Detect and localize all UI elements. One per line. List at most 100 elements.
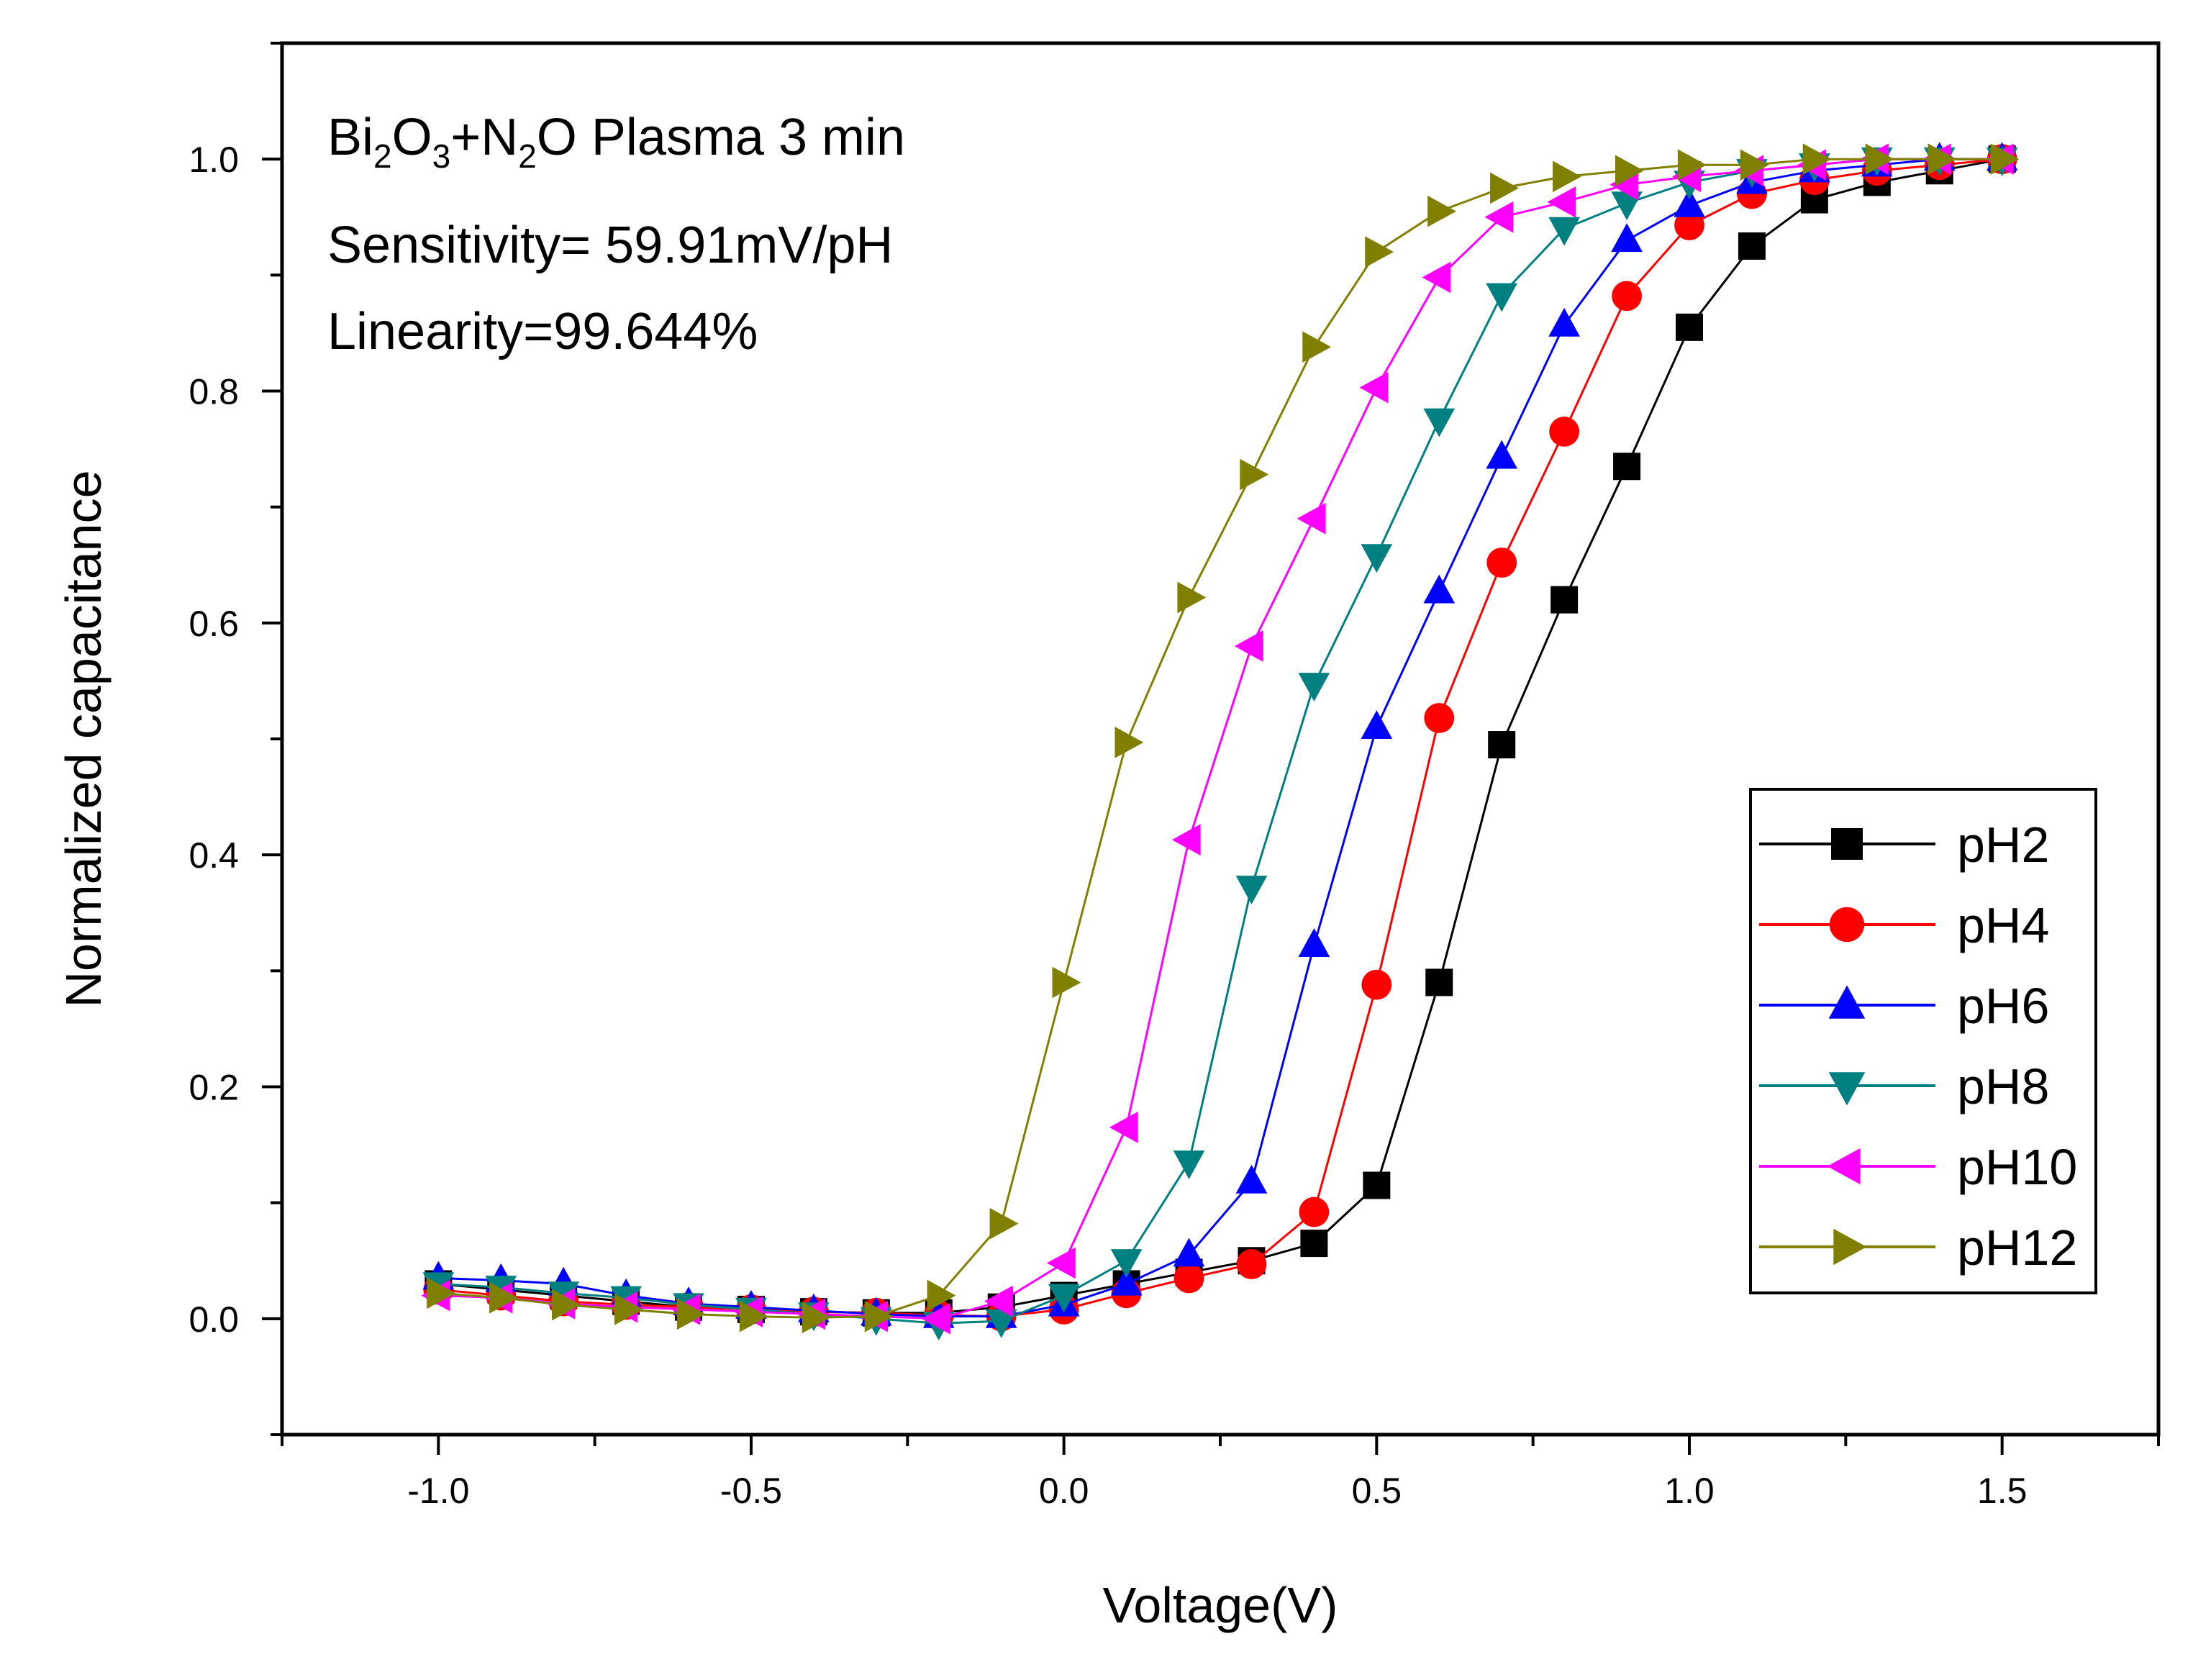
x-tick-label: 0.0 bbox=[1039, 1471, 1089, 1511]
data-point-pH8 bbox=[985, 1309, 1017, 1338]
data-point-pH12 bbox=[614, 1294, 643, 1325]
data-point-pH12 bbox=[1427, 195, 1457, 227]
legend-label-pH10: pH10 bbox=[1957, 1139, 2077, 1195]
x-tick-label: -1.0 bbox=[407, 1471, 469, 1511]
title-sub-2a: 2 bbox=[373, 137, 392, 175]
data-point-pH8 bbox=[1611, 191, 1643, 221]
data-point-pH12 bbox=[927, 1279, 956, 1312]
legend-marker-pH2 bbox=[1831, 828, 1863, 860]
y-tick-label: 0.8 bbox=[189, 372, 239, 412]
data-point-pH8 bbox=[1423, 408, 1456, 437]
data-point-pH12 bbox=[1177, 581, 1207, 614]
series-pH12 bbox=[427, 143, 2020, 1334]
data-point-pH6 bbox=[1611, 223, 1643, 253]
legend-marker-pH4 bbox=[1829, 907, 1865, 943]
x-axis-title: Voltage(V) bbox=[1103, 1577, 1338, 1633]
data-point-pH8 bbox=[1173, 1150, 1205, 1180]
data-point-pH10 bbox=[1171, 824, 1201, 856]
data-point-pH2 bbox=[1300, 1230, 1328, 1258]
data-point-pH4 bbox=[1361, 969, 1392, 1000]
data-point-pH6 bbox=[1110, 1266, 1143, 1296]
data-point-pH12 bbox=[1052, 966, 1081, 999]
data-point-pH12 bbox=[1802, 143, 1832, 176]
y-tick-label: 0.6 bbox=[189, 604, 239, 644]
annotation-sensitivity: Sensitivity= 59.91mV/pH bbox=[327, 217, 893, 274]
data-point-pH8 bbox=[1048, 1284, 1080, 1313]
legend-label-pH4: pH4 bbox=[1957, 897, 2049, 953]
legend-label-pH8: pH8 bbox=[1957, 1058, 2049, 1114]
x-tick-label: 1.0 bbox=[1664, 1471, 1715, 1511]
legend-box bbox=[1749, 788, 2097, 1294]
data-point-pH4 bbox=[1612, 281, 1642, 312]
title-part-n: +N bbox=[450, 109, 518, 166]
data-point-pH10 bbox=[1547, 186, 1576, 218]
data-point-pH12 bbox=[1302, 331, 1332, 363]
data-point-pH4 bbox=[1299, 1197, 1330, 1227]
x-tick-label: 0.5 bbox=[1352, 1471, 1402, 1511]
legend-label-pH12: pH12 bbox=[1957, 1220, 2077, 1276]
legend-marker-pH10 bbox=[1827, 1148, 1861, 1185]
legend: pH2 pH4 pH6 pH8 pH10 pH12 bbox=[1749, 788, 2097, 1294]
data-point-pH10 bbox=[1234, 630, 1263, 662]
data-point-pH2 bbox=[1676, 313, 1703, 341]
title-part-rest: O Plasma 3 min bbox=[537, 109, 905, 166]
x-tick-label: 1.5 bbox=[1977, 1471, 2028, 1511]
y-tick-label: 0.4 bbox=[189, 835, 239, 876]
y-tick-label: 1.0 bbox=[189, 140, 239, 180]
data-point-pH10 bbox=[1484, 201, 1514, 233]
data-point-pH12 bbox=[552, 1289, 581, 1321]
data-point-pH12 bbox=[989, 1207, 1019, 1240]
legend-marker-pH6 bbox=[1828, 985, 1866, 1019]
data-point-pH12 bbox=[1365, 236, 1394, 268]
data-point-pH12 bbox=[1552, 160, 1581, 193]
ticks: -1.0 -0.5 0.0 0.5 1.0 1.5 0.0 0.2 0.4 0.6 0.8 1.0 bbox=[189, 42, 2160, 1511]
title-part-bi: Bi bbox=[327, 109, 373, 166]
data-point-pH4 bbox=[1173, 1263, 1204, 1294]
data-point-pH8 bbox=[1486, 283, 1518, 312]
data-point-pH2 bbox=[1488, 731, 1516, 759]
data-point-pH12 bbox=[1865, 143, 1894, 176]
data-point-pH10 bbox=[1109, 1112, 1138, 1143]
data-point-pH2 bbox=[1363, 1171, 1391, 1199]
data-point-pH8 bbox=[1298, 673, 1330, 702]
annotation-title: Bi2O3+N2O Plasma 3 min bbox=[327, 109, 905, 175]
data-point-pH10 bbox=[984, 1285, 1013, 1317]
data-point-pH6 bbox=[1486, 440, 1518, 469]
x-tick-label: -0.5 bbox=[720, 1471, 782, 1511]
title-part-o: O bbox=[392, 109, 432, 166]
data-point-pH12 bbox=[1990, 143, 2020, 176]
data-point-pH4 bbox=[1236, 1249, 1267, 1279]
title-sub-2b: 2 bbox=[518, 137, 537, 175]
data-point-pH2 bbox=[1550, 586, 1579, 614]
data-point-pH12 bbox=[1114, 726, 1144, 758]
legend-marker-pH8 bbox=[1828, 1072, 1866, 1106]
data-point-pH6 bbox=[1235, 1164, 1268, 1194]
data-point-pH12 bbox=[1677, 149, 1707, 181]
data-point-pH12 bbox=[676, 1298, 706, 1330]
data-point-pH2 bbox=[1425, 968, 1453, 996]
data-point-pH10 bbox=[1046, 1247, 1076, 1279]
data-point-pH6 bbox=[1548, 307, 1580, 337]
legend-label-pH2: pH2 bbox=[1957, 817, 2049, 873]
data-point-pH8 bbox=[1361, 544, 1393, 573]
data-point-pH6 bbox=[1423, 574, 1456, 604]
data-point-pH12 bbox=[1740, 149, 1769, 181]
data-point-pH8 bbox=[1235, 876, 1268, 905]
data-point-pH6 bbox=[1298, 928, 1330, 958]
y-tick-label: 0.0 bbox=[189, 1299, 239, 1340]
legend-label-pH6: pH6 bbox=[1957, 978, 2049, 1034]
title-sub-3: 3 bbox=[432, 137, 451, 175]
y-axis-title: Normalized capacitance bbox=[55, 470, 112, 1007]
data-point-pH8 bbox=[1548, 217, 1580, 246]
data-point-pH4 bbox=[1424, 703, 1455, 733]
data-point-pH12 bbox=[739, 1300, 768, 1332]
data-point-pH4 bbox=[1549, 417, 1580, 447]
data-point-pH12 bbox=[864, 1300, 894, 1332]
data-point-pH10 bbox=[1359, 371, 1389, 404]
data-point-pH12 bbox=[802, 1302, 831, 1334]
data-point-pH12 bbox=[1615, 155, 1644, 187]
data-point-pH8 bbox=[1110, 1249, 1143, 1278]
annotation-linearity: Linearity=99.644% bbox=[327, 303, 758, 360]
data-point-pH12 bbox=[1240, 458, 1269, 491]
